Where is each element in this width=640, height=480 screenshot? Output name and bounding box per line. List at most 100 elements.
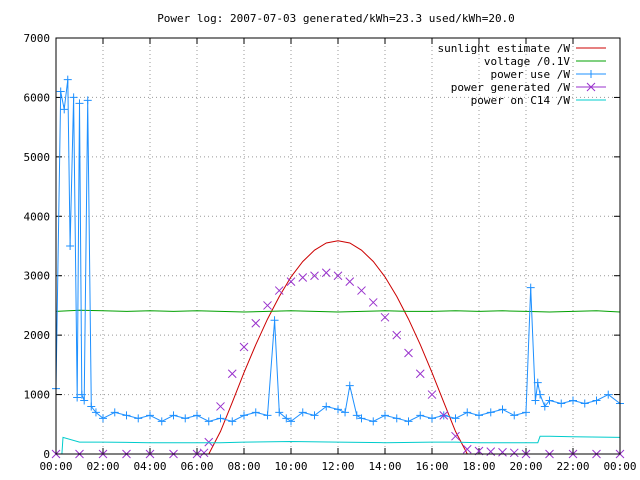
chart-title: Power log: 2007-07-03 generated/kWh=23.3… bbox=[157, 12, 515, 25]
data-point bbox=[275, 408, 284, 417]
data-point bbox=[345, 381, 354, 390]
data-point bbox=[428, 414, 436, 423]
x-tick-label: 00:00 bbox=[39, 460, 72, 473]
data-point bbox=[287, 417, 295, 426]
data-point bbox=[404, 348, 413, 358]
y-tick-label: 0 bbox=[43, 448, 50, 461]
data-point bbox=[193, 411, 201, 420]
data-point bbox=[341, 408, 350, 417]
series-line bbox=[208, 240, 468, 455]
plot-frame bbox=[55, 37, 621, 455]
y-axis-ticks: 0 1000 2000 3000 4000 5000 6000 7000 bbox=[24, 32, 620, 461]
data-point bbox=[157, 417, 166, 426]
data-point bbox=[580, 399, 589, 408]
data-point bbox=[56, 87, 65, 96]
data-point bbox=[63, 75, 72, 84]
data-point bbox=[415, 369, 425, 379]
data-point bbox=[427, 390, 437, 399]
y-tick-label: 2000 bbox=[24, 329, 51, 342]
data-point bbox=[498, 405, 507, 414]
data-point bbox=[462, 444, 472, 454]
data-point bbox=[80, 396, 89, 405]
plot-series bbox=[51, 75, 625, 459]
data-point bbox=[381, 411, 389, 420]
data-point bbox=[345, 277, 355, 287]
data-point bbox=[352, 411, 361, 420]
data-point bbox=[169, 411, 178, 420]
data-point bbox=[510, 411, 519, 420]
data-point bbox=[416, 411, 425, 420]
data-point bbox=[251, 408, 260, 417]
legend-label: sunlight estimate /W bbox=[438, 42, 571, 55]
data-point bbox=[77, 390, 86, 399]
data-point bbox=[604, 390, 613, 399]
data-point bbox=[522, 408, 530, 417]
legend-label: power on C14 /W bbox=[471, 94, 571, 107]
data-point bbox=[87, 402, 96, 411]
data-point bbox=[526, 283, 535, 292]
x-tick-label: 00:00 bbox=[603, 460, 636, 473]
y-tick-label: 7000 bbox=[24, 32, 51, 45]
x-tick-label: 16:00 bbox=[415, 460, 448, 473]
data-point bbox=[110, 408, 119, 417]
x-tick-label: 04:00 bbox=[133, 460, 166, 473]
data-point bbox=[357, 414, 366, 423]
y-tick-label: 4000 bbox=[24, 210, 51, 223]
x-tick-label: 22:00 bbox=[556, 460, 589, 473]
data-point bbox=[545, 396, 554, 405]
data-point bbox=[509, 448, 519, 458]
data-point bbox=[486, 408, 495, 417]
data-point bbox=[298, 273, 308, 282]
data-point bbox=[251, 318, 261, 328]
data-point bbox=[134, 414, 143, 423]
x-tick-label: 06:00 bbox=[180, 460, 213, 473]
data-point bbox=[122, 411, 131, 420]
data-point bbox=[392, 330, 402, 340]
y-tick-label: 6000 bbox=[24, 91, 51, 104]
series-line bbox=[56, 435, 621, 455]
data-point bbox=[531, 396, 540, 405]
data-point bbox=[199, 448, 209, 458]
data-point bbox=[439, 411, 449, 420]
data-point bbox=[204, 437, 214, 447]
series-line bbox=[55, 309, 621, 313]
data-point bbox=[99, 414, 107, 423]
legend-label: power use /W bbox=[491, 68, 571, 81]
data-point bbox=[557, 399, 566, 408]
data-point bbox=[451, 431, 460, 441]
data-point bbox=[380, 312, 390, 322]
data-point bbox=[592, 396, 601, 405]
legend-label: voltage /0.1V bbox=[484, 55, 570, 68]
data-point bbox=[322, 402, 331, 411]
series-2 bbox=[52, 75, 624, 426]
data-point bbox=[463, 408, 472, 417]
data-point bbox=[357, 286, 366, 295]
data-point bbox=[475, 411, 483, 420]
data-point bbox=[60, 105, 69, 114]
data-point bbox=[274, 286, 284, 295]
data-point bbox=[91, 408, 100, 417]
data-point bbox=[298, 408, 307, 417]
data-point bbox=[240, 411, 248, 420]
data-point bbox=[216, 402, 225, 411]
data-point bbox=[334, 405, 342, 414]
y-tick-label: 5000 bbox=[24, 151, 51, 164]
legend-marker bbox=[587, 70, 595, 78]
y-tick-label: 1000 bbox=[24, 389, 51, 402]
data-point bbox=[270, 316, 279, 325]
x-tick-label: 12:00 bbox=[321, 460, 354, 473]
data-point bbox=[204, 417, 213, 426]
data-point bbox=[146, 411, 154, 420]
x-tick-label: 14:00 bbox=[368, 460, 401, 473]
series-line bbox=[55, 79, 621, 422]
data-point bbox=[216, 414, 225, 423]
data-point bbox=[263, 411, 272, 420]
data-point bbox=[75, 99, 84, 108]
data-point bbox=[310, 271, 319, 281]
series-0 bbox=[208, 240, 468, 455]
data-point bbox=[404, 417, 413, 426]
x-tick-label: 08:00 bbox=[227, 460, 260, 473]
data-point bbox=[66, 242, 75, 250]
data-point bbox=[83, 96, 92, 105]
